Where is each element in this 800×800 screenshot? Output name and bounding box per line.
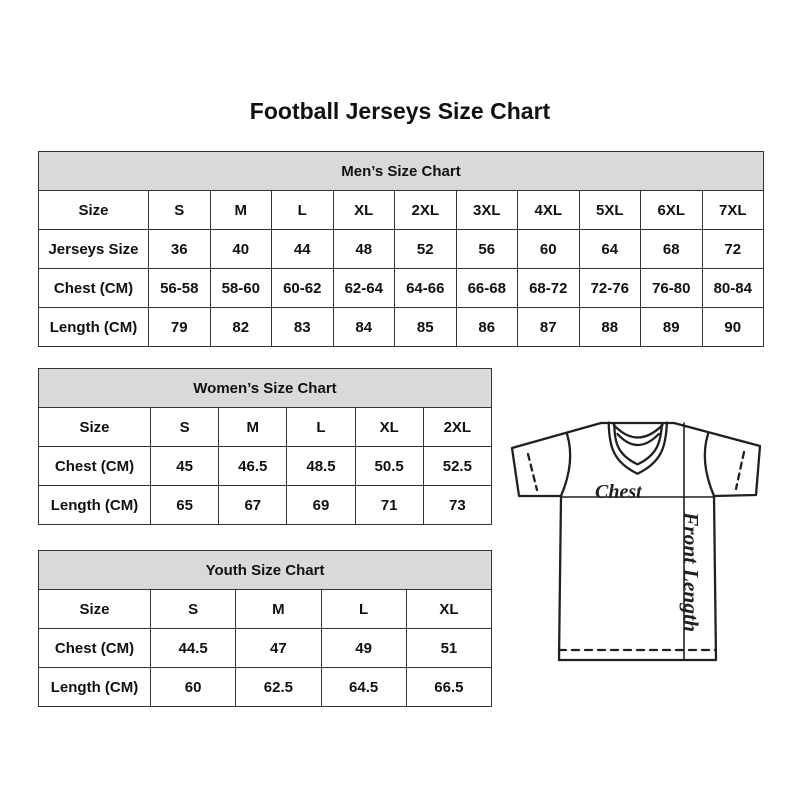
svg-text:Chest: Chest: [595, 481, 643, 503]
svg-text:Front Length: Front Length: [679, 511, 703, 632]
